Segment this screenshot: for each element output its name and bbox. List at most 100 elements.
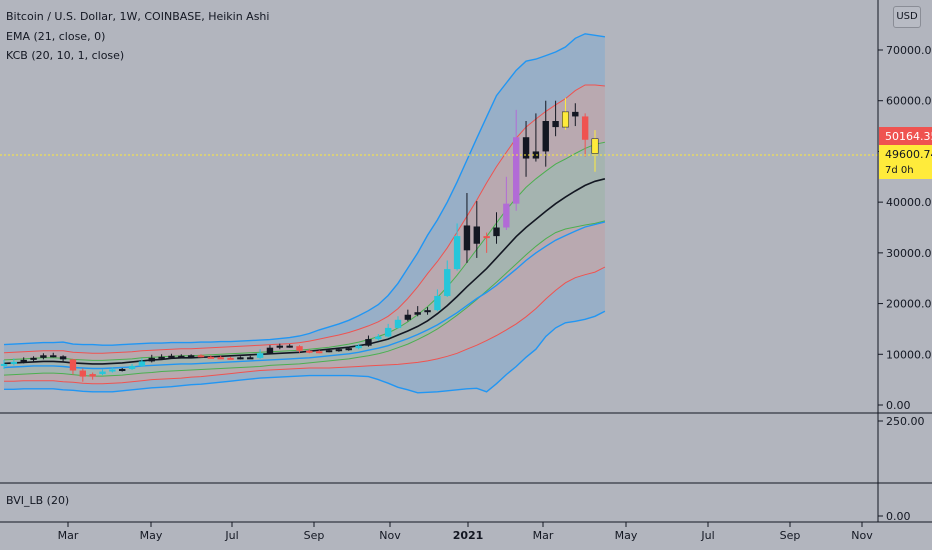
candle-body xyxy=(453,236,461,270)
time-tick-label: May xyxy=(140,529,163,542)
candle-body xyxy=(591,138,599,154)
candle-body xyxy=(168,355,175,358)
candles xyxy=(0,98,599,382)
candle-body xyxy=(463,225,471,251)
time-tick-label: Mar xyxy=(58,529,79,542)
candle-body xyxy=(128,365,136,369)
candle-body xyxy=(532,151,540,159)
kcb-legend[interactable]: KCB (20, 10, 1, close) xyxy=(6,49,125,62)
candle-body xyxy=(20,359,27,362)
time-tick-label: Sep xyxy=(780,529,801,542)
candle-body xyxy=(158,356,165,359)
candle-body xyxy=(306,350,313,353)
candle-body xyxy=(109,369,116,372)
candle-body xyxy=(316,351,323,354)
price-tick-label: 30000.00 xyxy=(886,247,932,260)
kc-red-lower-line xyxy=(4,266,606,385)
candle-body xyxy=(217,357,224,360)
candle-body xyxy=(69,359,77,371)
candle-body xyxy=(256,353,264,358)
indicator-axis: 250.00 0.00 xyxy=(878,415,925,523)
time-axis[interactable]: Mar May Jul Sep Nov 2021 Mar May Jul Sep Nov xyxy=(58,522,874,542)
currency-button[interactable]: USD xyxy=(893,6,921,28)
candle-body xyxy=(572,111,579,117)
bar-countdown: 7d 0h xyxy=(879,163,932,179)
candle-body xyxy=(119,368,126,371)
kc-basis-line xyxy=(3,221,606,370)
current-price-tag: 49600.74 xyxy=(879,145,932,165)
candle-body xyxy=(325,350,333,353)
indicator-tick-label: 0.00 xyxy=(886,510,911,523)
candle-body xyxy=(207,356,215,359)
candle-body xyxy=(296,346,303,351)
time-tick-label: Jul xyxy=(224,529,238,542)
time-tick-label: Nov xyxy=(851,529,873,542)
price-tick-label: 10000.00 xyxy=(886,348,932,361)
kc-upper-line xyxy=(3,33,606,346)
kc-lower-line xyxy=(4,310,606,394)
candle-body xyxy=(444,269,451,296)
candle-body xyxy=(394,319,402,328)
time-tick-label: Sep xyxy=(304,529,325,542)
time-tick-label: May xyxy=(615,529,638,542)
price-tick-label: 70000.00 xyxy=(886,44,932,57)
candle-body xyxy=(187,355,195,358)
candle-body xyxy=(513,137,520,204)
candle-body xyxy=(503,203,510,228)
candle-body xyxy=(99,371,106,375)
candle-body xyxy=(473,226,480,244)
candle-body xyxy=(266,347,274,354)
candle-body xyxy=(542,121,549,152)
candle-body xyxy=(197,355,205,358)
candle-body xyxy=(562,111,569,128)
lower-band-fill xyxy=(4,267,605,393)
candle-body xyxy=(138,361,146,366)
candle-body xyxy=(50,355,57,358)
candle-body xyxy=(365,339,372,346)
price-tick-label: 40000.00 xyxy=(886,196,932,209)
time-tick-label: 2021 xyxy=(453,529,484,542)
candle-body xyxy=(375,336,382,340)
candle-body xyxy=(581,116,589,140)
kc-green-lower-line xyxy=(3,220,606,377)
upper-band-fill xyxy=(4,33,605,354)
candle-body xyxy=(178,355,185,358)
price-tick-label: 0.00 xyxy=(886,399,911,412)
ema-21-line xyxy=(3,178,606,365)
candle-body xyxy=(335,349,343,352)
time-tick-label: Jul xyxy=(700,529,714,542)
bvi-legend[interactable]: BVI_LB (20) xyxy=(6,494,70,507)
candle-body xyxy=(493,227,500,237)
ema-line xyxy=(3,178,606,370)
candle-body xyxy=(424,310,431,313)
price-tick-label: 60000.00 xyxy=(886,95,932,108)
mid-band-fill xyxy=(4,142,605,377)
candle-body xyxy=(345,348,352,351)
candle-body xyxy=(10,361,18,364)
candle-body xyxy=(522,137,530,159)
candle-body xyxy=(0,363,8,366)
candle-body xyxy=(355,345,362,349)
price-tick-label: 20000.00 xyxy=(886,298,932,311)
indicator-tick-label: 250.00 xyxy=(886,415,925,428)
candle-body xyxy=(237,357,244,360)
candle-body xyxy=(40,355,47,358)
lower-red-band-fill xyxy=(4,220,605,384)
symbol-title[interactable]: Bitcoin / U.S. Dollar, 1W, COINBASE, Hei… xyxy=(6,10,270,23)
candle-body xyxy=(247,357,254,360)
keltner-bands xyxy=(3,33,606,394)
candle-body xyxy=(148,357,155,362)
candle-body xyxy=(552,121,559,128)
candle-body xyxy=(434,295,441,311)
candle-body xyxy=(30,357,37,360)
ema-legend[interactable]: EMA (21, close, 0) xyxy=(6,30,106,43)
candle-body xyxy=(404,314,412,320)
candle-body xyxy=(227,357,234,360)
candle-body xyxy=(276,345,283,348)
last-price-tag: 50164.35 xyxy=(879,127,932,147)
candle-body xyxy=(286,345,293,348)
candle-body xyxy=(89,374,96,377)
candle-body xyxy=(384,327,392,337)
candle-body xyxy=(59,356,67,360)
